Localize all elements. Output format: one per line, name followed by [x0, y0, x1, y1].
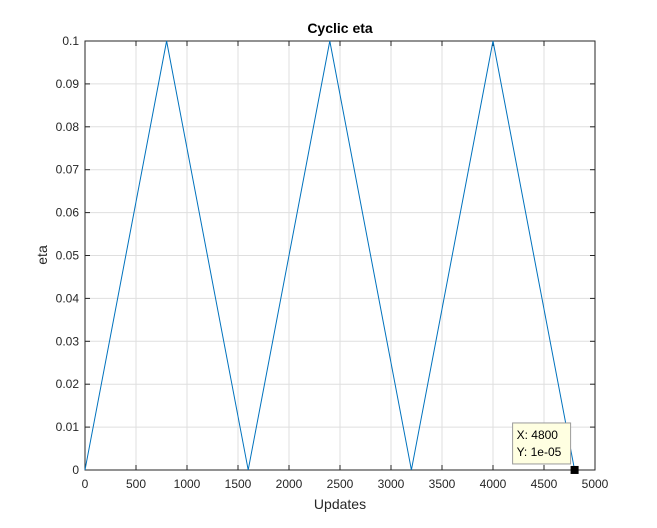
datatip-x-text: X: 4800 — [517, 428, 559, 442]
series-layer — [84, 40, 576, 471]
x-tick-label: 1500 — [225, 477, 252, 491]
tick-labels: 0 500 1000 1500 2000 2500 3000 3500 4000 4500 5000… — [56, 34, 609, 491]
y-tick-label: 0.05 — [56, 249, 80, 263]
y-tick-label: 0.03 — [56, 334, 80, 348]
x-tick-label: 0 — [82, 477, 89, 491]
series-line — [84, 40, 576, 471]
x-tick-label: 2500 — [327, 477, 354, 491]
y-tick-label: 0.08 — [56, 120, 80, 134]
x-tick-label: 4000 — [480, 477, 507, 491]
x-tick-label: 3500 — [429, 477, 456, 491]
y-tick-label: 0.02 — [56, 377, 80, 391]
x-tick-label: 5000 — [582, 477, 609, 491]
x-axis-label: Updates — [314, 496, 366, 512]
x-tick-label: 500 — [126, 477, 146, 491]
datatip-box — [512, 422, 572, 465]
x-tick-label: 3000 — [378, 477, 405, 491]
datatip-y-text: Y: 1e-05 — [517, 445, 562, 459]
y-tick-label: 0 — [72, 463, 79, 477]
ticks — [84, 40, 596, 471]
y-tick-label: 0.06 — [56, 206, 80, 220]
y-tick-label: 0.04 — [56, 291, 80, 305]
y-tick-label: 0.01 — [56, 420, 80, 434]
datatip-marker[interactable] — [570, 465, 579, 474]
datatip-layer: X: 4800 Y: 1e-05 — [512, 422, 579, 474]
y-tick-label: 0.1 — [62, 34, 79, 48]
y-tick-label: 0.09 — [56, 77, 80, 91]
x-tick-label: 2000 — [276, 477, 303, 491]
x-tick-label: 4500 — [531, 477, 558, 491]
y-tick-label: 0.07 — [56, 163, 80, 177]
y-axis-label: eta — [34, 245, 50, 265]
x-tick-label: 1000 — [174, 477, 201, 491]
chart-title: Cyclic eta — [307, 20, 373, 36]
